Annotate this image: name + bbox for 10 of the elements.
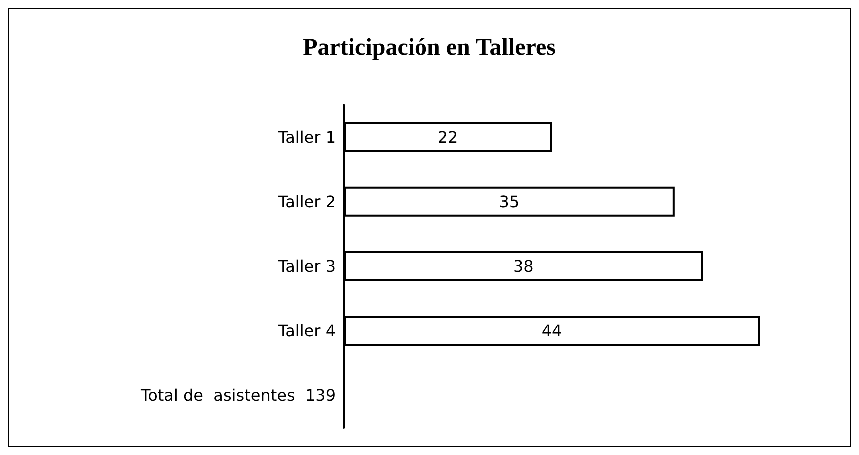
data-label: 35 [499,192,520,212]
y-tick-label: Total de asistentes 139 [140,386,336,406]
data-label: 44 [542,322,562,341]
data-label: 38 [513,257,534,276]
chart-title: Participación en Talleres [303,35,556,61]
y-tick-label: Taller 4 [277,322,336,341]
y-tick-label: Taller 2 [277,192,336,212]
data-label: 22 [438,128,458,147]
y-tick-label: Taller 3 [277,257,336,276]
y-tick-label: Taller 1 [277,128,336,147]
